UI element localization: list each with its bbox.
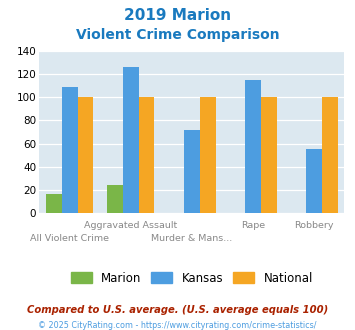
- Text: Compared to U.S. average. (U.S. average equals 100): Compared to U.S. average. (U.S. average …: [27, 305, 328, 315]
- Text: Murder & Mans...: Murder & Mans...: [151, 234, 232, 243]
- Bar: [200, 97, 215, 213]
- Text: All Violent Crime: All Violent Crime: [30, 234, 109, 243]
- Bar: [138, 97, 154, 213]
- Text: 2019 Marion: 2019 Marion: [124, 8, 231, 23]
- Bar: [62, 87, 77, 213]
- Bar: [46, 194, 62, 213]
- Bar: [77, 97, 93, 213]
- Text: Violent Crime Comparison: Violent Crime Comparison: [76, 28, 279, 42]
- Bar: [107, 185, 123, 213]
- Bar: [123, 67, 138, 213]
- Text: © 2025 CityRating.com - https://www.cityrating.com/crime-statistics/: © 2025 CityRating.com - https://www.city…: [38, 321, 317, 330]
- Bar: [322, 97, 338, 213]
- Bar: [306, 149, 322, 213]
- Legend: Marion, Kansas, National: Marion, Kansas, National: [71, 272, 313, 284]
- Text: Robbery: Robbery: [294, 221, 334, 230]
- Bar: [261, 97, 277, 213]
- Text: Aggravated Assault: Aggravated Assault: [84, 221, 177, 230]
- Bar: [184, 130, 200, 213]
- Bar: [245, 80, 261, 213]
- Text: Rape: Rape: [241, 221, 265, 230]
